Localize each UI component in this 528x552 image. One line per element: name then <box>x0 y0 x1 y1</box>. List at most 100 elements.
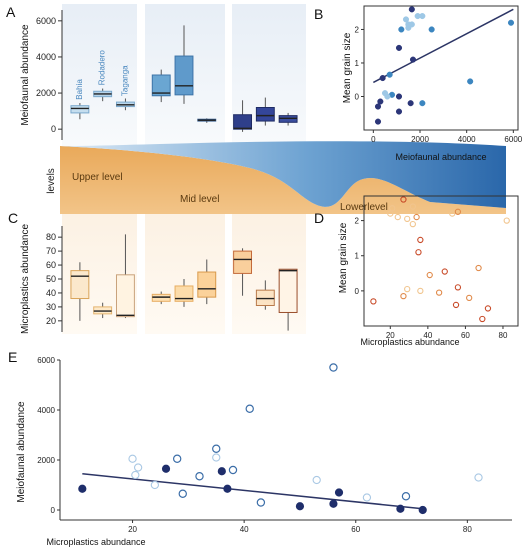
data-point <box>78 484 87 493</box>
data-point <box>362 493 372 502</box>
y-tick-label: 0 <box>355 92 360 101</box>
box <box>197 271 217 298</box>
data-point <box>417 236 424 244</box>
x-tick-label: 0 <box>371 135 376 144</box>
y-tick-label: 2 <box>355 217 360 226</box>
data-point <box>178 489 187 498</box>
y-tick-label: 4000 <box>37 406 55 415</box>
box <box>174 55 194 96</box>
data-point <box>507 19 515 26</box>
y-tick-label: 70 <box>46 246 56 256</box>
y-tick-label: 20 <box>46 316 56 326</box>
y-tick-label: 30 <box>46 302 56 312</box>
data-point <box>415 249 422 256</box>
data-point <box>394 213 401 221</box>
y-tick-label: 80 <box>46 232 56 242</box>
data-point <box>400 196 407 203</box>
site-label: Taganga <box>120 65 129 96</box>
data-point <box>228 465 238 475</box>
data-point <box>387 210 394 217</box>
data-point <box>408 6 415 13</box>
data-point <box>405 24 412 31</box>
panel-a-meiofauna-boxplot: 0 2000 4000 6000 Meiofaunal abundance Bahia Ro… <box>20 10 298 140</box>
x-axis-label: Microplastics abundance <box>46 537 145 547</box>
y-tick-label: 40 <box>46 288 56 298</box>
y-tick-label: 2000 <box>37 456 55 465</box>
panel-letter-e: E <box>8 349 17 365</box>
data-point <box>401 492 411 501</box>
y-tick-label: 6000 <box>37 356 55 365</box>
y-tick-label: 0 <box>51 506 56 515</box>
x-axis-label: Microplastics abundance <box>360 337 459 347</box>
box <box>278 268 298 313</box>
meio-band-1 <box>62 4 137 146</box>
data-point <box>217 467 226 476</box>
data-point <box>474 473 483 482</box>
data-point <box>379 75 386 82</box>
data-point <box>441 268 448 275</box>
data-point <box>479 315 486 323</box>
panel-c-microplastics-boxplot: 20 30 40 50 60 70 80 Microplastics abundance <box>20 224 298 334</box>
data-point <box>295 502 305 511</box>
x-tick-label: 40 <box>423 331 432 340</box>
data-point <box>172 454 182 463</box>
data-point <box>212 453 221 462</box>
site-label: Bahia <box>75 79 84 100</box>
data-point <box>312 475 321 485</box>
y-tick-label: 2 <box>355 25 360 34</box>
y-axis-label: Meiofaunal abundance <box>16 401 27 503</box>
site-label: Rodadero <box>98 50 107 86</box>
data-point <box>404 285 411 293</box>
y-axis-label: Mean grain size <box>338 222 349 293</box>
data-point <box>128 454 137 463</box>
box <box>255 107 275 122</box>
data-point <box>374 118 382 125</box>
data-point <box>395 93 403 100</box>
x-tick-label: 40 <box>240 525 249 534</box>
trend-line <box>372 8 514 84</box>
panel-d-grain-vs-microplastics: 20 40 60 80 0 1 2 Microplastics abundance Mean g… <box>338 195 519 347</box>
data-point <box>212 444 221 453</box>
data-point <box>467 78 474 85</box>
data-point <box>256 498 266 507</box>
data-point <box>150 480 160 490</box>
data-point <box>329 363 338 372</box>
y-tick-label: 60 <box>46 260 56 270</box>
data-point <box>131 470 140 480</box>
y-tick-label: 6000 <box>36 16 56 26</box>
data-point <box>370 298 377 305</box>
levels-axis-label: levels <box>46 168 57 194</box>
y-tick-label: 2000 <box>36 88 56 98</box>
plot-frame <box>363 5 519 131</box>
data-point <box>386 71 393 78</box>
ocean-shape <box>60 141 506 208</box>
data-point <box>395 108 403 115</box>
level-label-mid: Mid level <box>180 194 219 205</box>
x-tick-label: 20 <box>386 331 395 340</box>
data-point <box>413 213 420 221</box>
data-point <box>409 56 417 63</box>
data-point <box>384 93 391 100</box>
data-point <box>395 44 403 51</box>
data-point <box>334 488 344 497</box>
y-tick-label: 4000 <box>36 52 56 62</box>
data-point <box>452 301 460 309</box>
box <box>233 114 253 130</box>
x-tick-label: 80 <box>463 525 472 534</box>
data-point <box>419 100 426 107</box>
data-point <box>428 26 435 33</box>
x-tick-label: 80 <box>499 331 508 340</box>
data-point <box>409 203 416 210</box>
data-point <box>374 103 382 110</box>
data-point <box>449 210 456 217</box>
data-point <box>435 289 443 296</box>
x-tick-label: 20 <box>128 525 137 534</box>
data-point <box>377 98 384 105</box>
data-point <box>245 404 254 413</box>
data-point <box>503 217 510 224</box>
data-point <box>404 215 411 222</box>
y-tick-label: 0 <box>51 124 56 134</box>
x-tick-label: 6000 <box>504 135 522 144</box>
data-point <box>454 208 462 215</box>
